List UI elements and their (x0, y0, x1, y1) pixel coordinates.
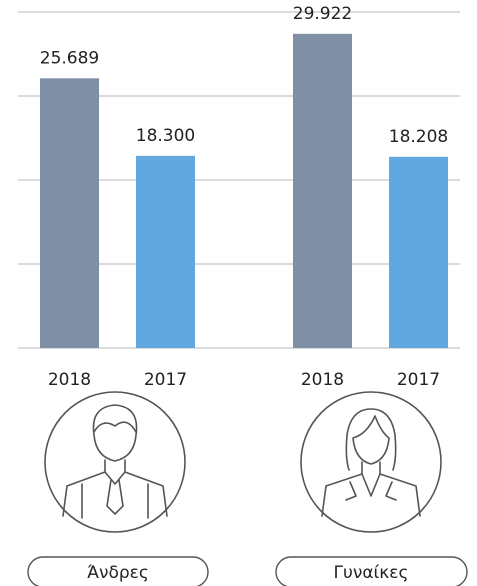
value-label: 18.300 (136, 126, 195, 146)
man-icon (44, 391, 186, 533)
category-pill (27, 556, 209, 586)
bar (40, 78, 99, 348)
series-label: 2018 (301, 370, 344, 390)
woman-icon (300, 391, 442, 533)
bar (389, 156, 448, 348)
value-label: 29.922 (293, 4, 352, 24)
bar (293, 33, 352, 348)
category-pill (275, 556, 468, 586)
value-label: 25.689 (40, 48, 99, 68)
bar (136, 155, 195, 348)
series-label: 2017 (144, 370, 187, 390)
category-label: Γυναίκες (334, 563, 409, 583)
value-label: 18.208 (389, 127, 448, 147)
category-label: Άνδρες (87, 563, 149, 583)
series-label: 2018 (48, 370, 91, 390)
series-label: 2017 (397, 370, 440, 390)
